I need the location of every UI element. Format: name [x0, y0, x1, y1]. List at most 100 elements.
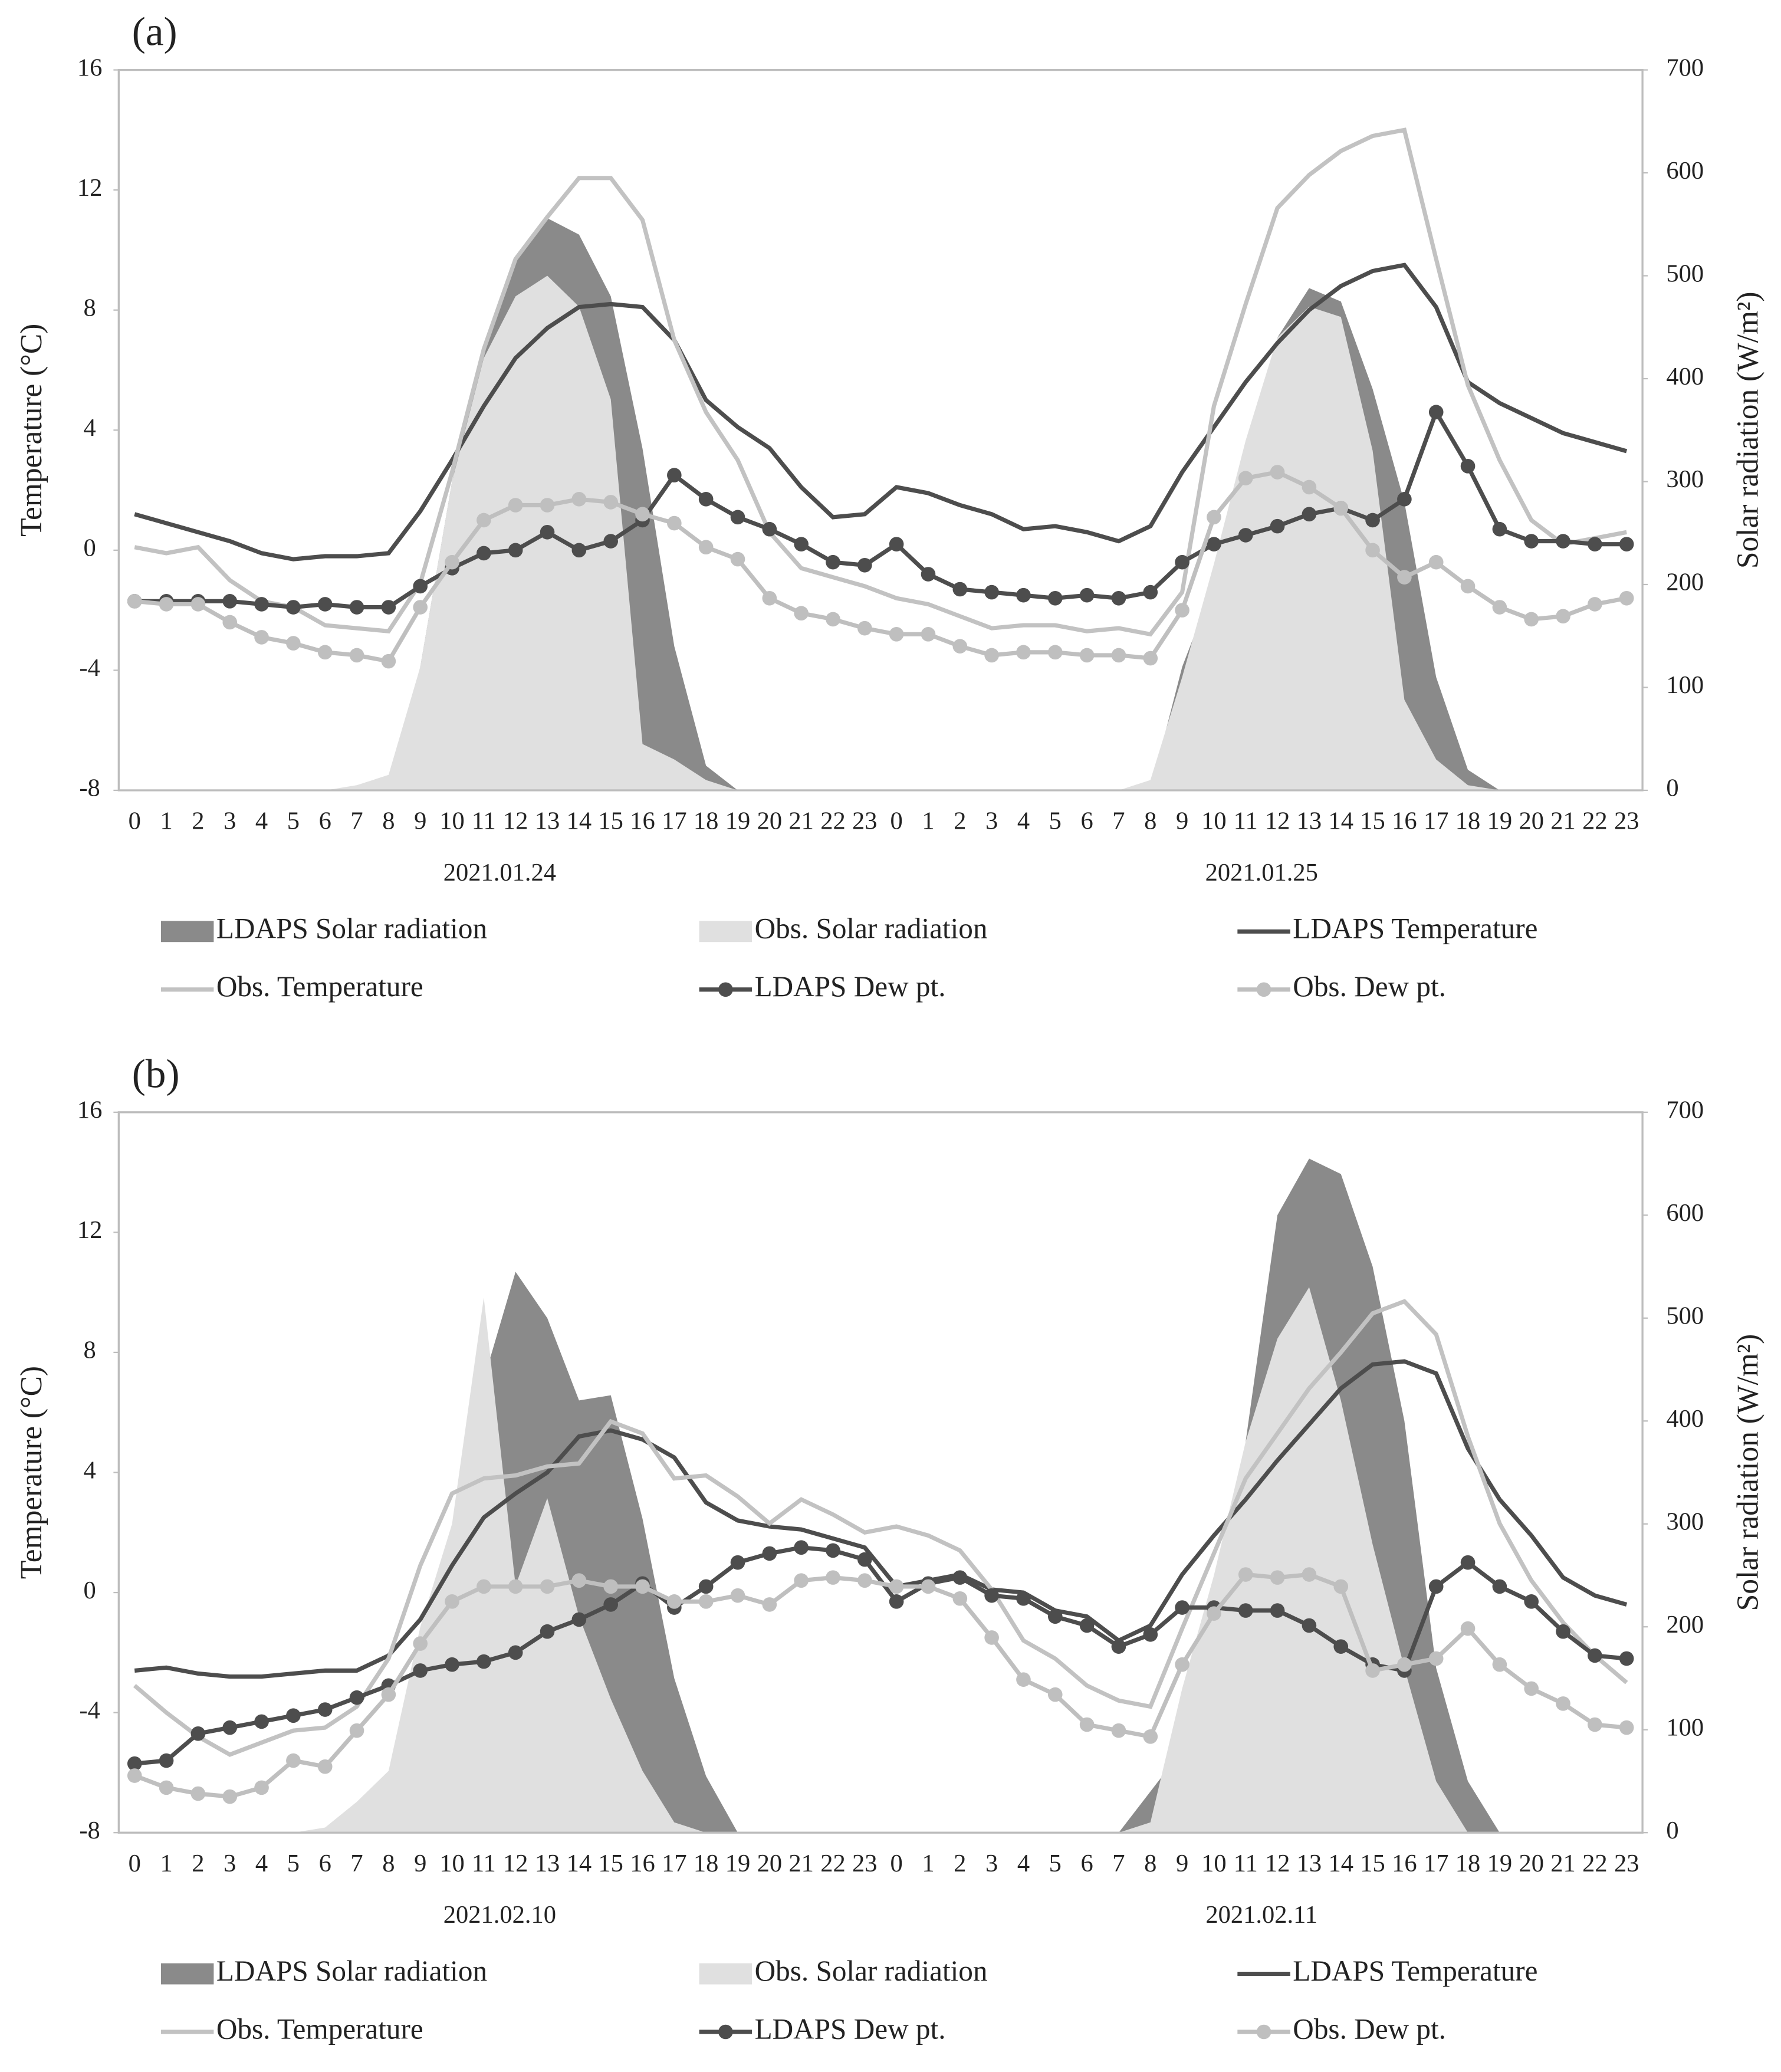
dew-marker — [317, 1759, 333, 1774]
x-tick-label: 1 — [922, 807, 934, 835]
x-tick-label: 12 — [503, 807, 528, 835]
dew-marker — [286, 1753, 301, 1768]
x-tick-label: 1 — [160, 1850, 172, 1877]
dew-marker — [1460, 1555, 1476, 1570]
date-label: 2021.01.25 — [1205, 859, 1318, 886]
dew-marker — [222, 615, 238, 630]
dew-marker — [1492, 1579, 1507, 1594]
dew-marker — [1175, 1657, 1189, 1672]
series-line — [134, 127, 1627, 637]
dew-marker — [889, 1579, 904, 1594]
dew-marker — [1175, 603, 1189, 618]
x-tick-label: 7 — [1112, 807, 1125, 835]
dew-marker — [952, 582, 968, 597]
x-tick-label: 13 — [535, 1850, 560, 1877]
dew-marker — [477, 513, 491, 528]
x-tick-label: 17 — [1424, 807, 1449, 835]
series-line — [134, 262, 1628, 561]
dew-marker — [413, 600, 428, 615]
dew-marker — [826, 554, 840, 570]
dew-marker — [857, 557, 872, 573]
legend-label: LDAPS Solar radiation — [216, 912, 487, 945]
legend-swatch — [160, 921, 214, 943]
y2-tick-label: 200 — [1666, 1611, 1704, 1638]
dew-marker — [1524, 612, 1539, 627]
dew-marker — [1143, 1627, 1158, 1642]
dew-marker — [857, 1573, 872, 1588]
y-tick-label: -8 — [79, 1817, 100, 1844]
dew-marker — [603, 495, 618, 510]
x-tick-label: 8 — [1144, 1850, 1156, 1877]
legend-label: LDAPS Temperature — [1293, 912, 1537, 945]
dew-marker — [826, 1570, 840, 1585]
dew-marker — [857, 1552, 872, 1567]
dew-marker — [730, 510, 745, 525]
dew-marker — [254, 597, 269, 612]
legend-label: Obs. Temperature — [216, 970, 423, 1003]
dew-marker — [445, 1594, 459, 1609]
x-tick-label: 4 — [1017, 807, 1030, 835]
x-tick-label: 1 — [160, 807, 172, 835]
panel-label: (a) — [132, 8, 178, 54]
x-tick-label: 9 — [1176, 807, 1188, 835]
dew-marker — [159, 597, 174, 612]
dew-marker — [540, 1624, 555, 1639]
dew-marker — [984, 1630, 999, 1645]
x-tick-label: 10 — [1201, 807, 1227, 835]
series-line — [134, 1359, 1628, 1679]
y-tick-label: 16 — [77, 54, 103, 81]
dew-marker — [1047, 590, 1063, 606]
x-tick-label: 10 — [1201, 1850, 1227, 1877]
x-tick-label: 2 — [954, 807, 966, 835]
x-tick-label: 18 — [694, 807, 719, 835]
dew-marker — [127, 594, 142, 609]
dew-marker — [1079, 648, 1095, 663]
dew-marker — [508, 1579, 523, 1594]
dew-marker — [1460, 1621, 1476, 1636]
dew-marker — [317, 1702, 333, 1717]
dew-marker — [1016, 645, 1031, 660]
x-tick-label: 20 — [757, 807, 783, 835]
dew-marker — [984, 648, 999, 663]
dew-marker — [1619, 590, 1634, 606]
dew-marker — [794, 537, 809, 551]
x-tick-label: 15 — [598, 807, 623, 835]
dew-marker — [1588, 597, 1602, 612]
x-tick-label: 16 — [630, 1850, 655, 1877]
x-tick-label: 4 — [1017, 1850, 1030, 1877]
dew-marker — [254, 1714, 269, 1729]
dew-marker — [667, 515, 682, 531]
x-tick-label: 18 — [1455, 1850, 1481, 1877]
dew-marker — [1619, 537, 1634, 551]
dew-marker — [1460, 579, 1476, 594]
dew-marker — [1365, 1663, 1380, 1678]
dew-marker — [889, 627, 904, 642]
x-tick-label: 0 — [129, 807, 141, 835]
x-tick-label: 23 — [852, 807, 878, 835]
x-tick-label: 0 — [129, 1850, 141, 1877]
y2-tick-label: 600 — [1666, 157, 1704, 185]
dew-marker — [286, 1708, 301, 1723]
x-tick-label: 23 — [852, 1850, 878, 1877]
y-tick-label: 0 — [83, 534, 96, 562]
x-tick-label: 18 — [694, 1850, 719, 1877]
legend-marker — [1256, 982, 1271, 997]
x-tick-label: 13 — [535, 807, 560, 835]
dew-marker — [1016, 587, 1031, 603]
dew-marker — [349, 1690, 364, 1705]
dew-marker — [1143, 1729, 1158, 1744]
x-tick-label: 10 — [439, 807, 465, 835]
x-tick-label: 13 — [1297, 807, 1322, 835]
dew-marker — [1524, 1681, 1539, 1696]
y2-tick-label: 0 — [1666, 1817, 1678, 1844]
dew-marker — [413, 579, 428, 594]
dew-marker — [1111, 590, 1126, 606]
dew-marker — [762, 590, 777, 606]
x-tick-label: 3 — [985, 1850, 998, 1877]
x-tick-label: 14 — [1328, 807, 1353, 835]
solar-area — [134, 275, 1627, 790]
dew-marker — [921, 567, 936, 582]
dew-marker — [159, 1780, 174, 1795]
dew-marker — [1333, 1639, 1349, 1654]
